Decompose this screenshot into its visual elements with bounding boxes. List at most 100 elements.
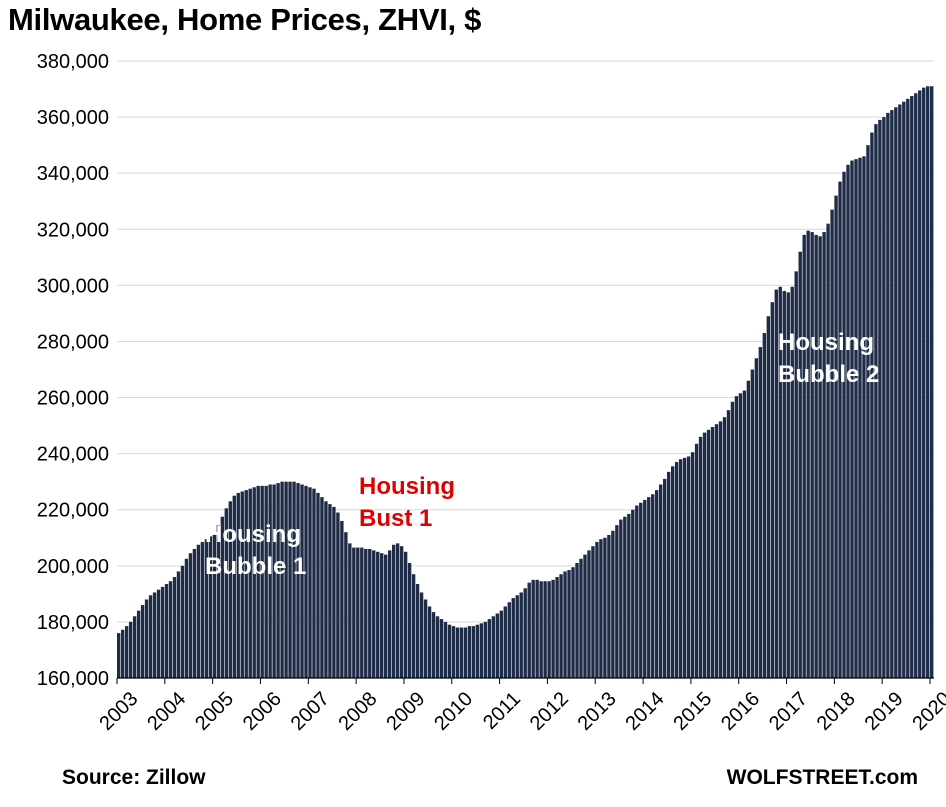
bar [511,598,515,678]
bar [619,519,623,678]
bar [862,156,866,679]
x-tick-label: 2020 [908,688,946,735]
bar [890,110,894,678]
bar [419,592,424,678]
bar [304,485,308,678]
bar [236,492,240,678]
bar [846,164,850,678]
bar [894,107,898,678]
bar [507,602,511,678]
y-tick-label: 160,000 [37,668,109,690]
bar [858,157,862,678]
bar [806,230,810,678]
bar [144,599,149,678]
bar [435,616,440,678]
bar [663,478,667,678]
bar [583,554,587,678]
bar [639,502,643,678]
bar [471,626,476,678]
bar [567,570,571,678]
bar [140,605,145,678]
bar [674,462,679,678]
bar [690,452,695,678]
bar [678,459,683,678]
bar [926,86,930,679]
bar [168,581,173,678]
bar [136,610,141,678]
bar [276,483,280,678]
bar [340,520,344,678]
bar [694,443,699,678]
bar [838,181,842,678]
bar [272,484,276,678]
bar [348,543,352,678]
bar [196,544,201,678]
y-tick-label: 280,000 [37,331,109,353]
bar [148,595,153,678]
x-tick-label: 2007 [287,688,334,735]
x-tick-label: 2012 [526,688,573,735]
bar [531,579,535,678]
bar [368,548,372,678]
bar [376,551,380,678]
bar [268,484,272,678]
bar [395,543,400,678]
bar [579,558,583,678]
annotation-label: Housing [778,329,874,356]
y-tick-label: 260,000 [37,388,109,410]
bar [152,592,157,678]
bar [866,145,870,678]
bar [882,117,886,679]
annotations: Housing Bubble 1 Housing Bust 1 Housing Bubbl… [205,329,879,580]
bar [523,588,527,678]
bar [726,410,731,678]
bar [491,616,496,678]
bar [117,633,121,678]
bar [344,532,348,678]
bar [930,86,934,679]
bar [423,599,428,678]
bar [738,393,743,678]
bar [372,550,376,678]
bar [284,481,288,678]
bar [380,553,384,678]
bar [627,513,631,678]
bar [212,532,217,678]
bar [411,574,416,678]
bar [451,626,456,678]
x-tick-label: 2017 [765,688,812,735]
bar [746,380,751,678]
y-tick-label: 380,000 [37,51,109,73]
bar [527,582,531,678]
bar [252,487,256,678]
bar [830,209,834,678]
bar [332,506,336,678]
bar [292,481,296,678]
bar [475,624,480,678]
bar [487,619,492,678]
bar [447,624,452,678]
bar [770,302,774,678]
x-tick-label: 2016 [717,688,764,735]
bar [874,124,878,679]
bar [156,589,161,678]
bar [643,499,647,678]
bar [774,289,778,678]
bar [503,606,507,678]
bar [551,579,555,678]
bar [495,613,499,678]
bar [826,223,830,678]
brand-label: WOLFSTREET.com [726,766,918,789]
bar [328,504,332,678]
bar [611,530,615,678]
x-tick-label: 2011 [479,688,525,734]
bar [244,490,248,678]
bar [431,612,436,678]
bar [631,509,635,678]
x-axis: 2003 2004 2005 2006 2007 2008 2009 2010 2011 2012… [95,677,946,735]
bar [240,491,244,678]
bar [762,333,767,678]
bar [670,466,675,678]
source-label: Source: Zillow [62,766,206,789]
bar [204,539,209,678]
